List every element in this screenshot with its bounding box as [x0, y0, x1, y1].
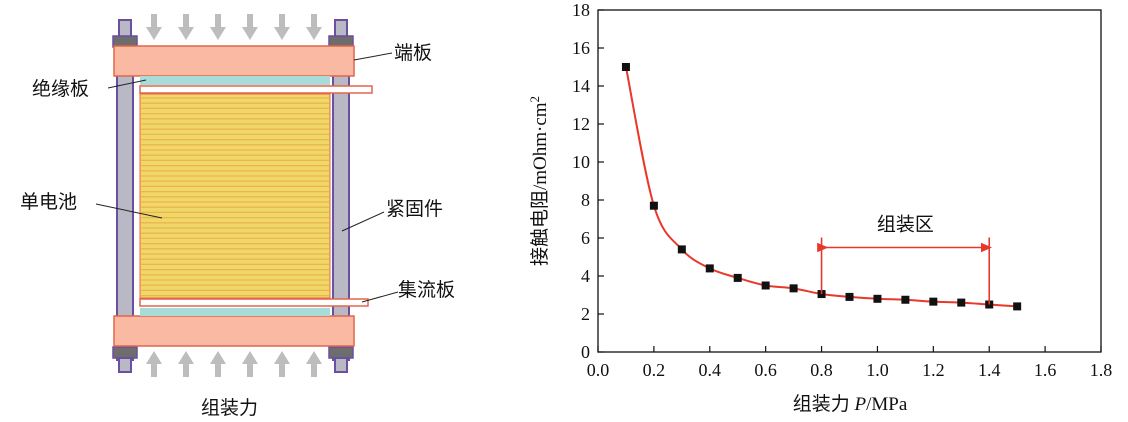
y-axis-title-main: 接触电阻/mOhm·cm — [529, 102, 551, 266]
x-axis-title-unit: /MPa — [866, 394, 908, 415]
assembly-zone-annotation: 组装区 — [817, 214, 993, 305]
bottom-current-collector — [139, 298, 369, 307]
data-point — [873, 294, 882, 303]
data-point — [845, 292, 854, 301]
data-point — [733, 273, 742, 282]
top-insulation-plate — [140, 76, 330, 85]
bolt-bottom-right — [334, 357, 348, 373]
leader-insulation — [107, 79, 147, 89]
x-tick-label: 0.4 — [699, 360, 722, 380]
y-tick-label: 0 — [581, 342, 590, 362]
x-tick-label: 1.2 — [922, 360, 945, 380]
data-point — [705, 264, 714, 273]
x-tick-label: 1.8 — [1090, 360, 1113, 380]
left-fastener-rod — [116, 39, 134, 361]
down-arrow-icon — [274, 14, 290, 40]
label-fastener: 紧固件 — [386, 198, 443, 220]
data-point — [649, 201, 658, 210]
bottom-end-plate — [113, 315, 355, 347]
plot-frame — [597, 9, 1102, 353]
down-arrow-icon — [146, 14, 162, 40]
down-arrow-icon — [178, 14, 194, 40]
label-end-plate: 端板 — [394, 42, 432, 64]
leader-single-cell — [95, 203, 163, 219]
zone-label: 组装区 — [877, 214, 934, 236]
data-point — [621, 63, 630, 71]
x-axis-title: 组装力 P/MPa — [793, 393, 908, 415]
cell-lines — [141, 97, 329, 297]
y-tick-label: 8 — [581, 190, 590, 210]
top-end-plate — [113, 45, 355, 77]
data-point — [929, 297, 938, 306]
x-tick-label: 1.4 — [978, 360, 1001, 380]
y-tick-label: 6 — [581, 228, 590, 248]
label-current-collector: 集流板 — [398, 279, 455, 301]
y-axis-title-sup: 2 — [527, 96, 542, 103]
leader-end-plate — [353, 52, 393, 61]
up-arrow-icon — [306, 351, 322, 377]
down-arrow-icon — [210, 14, 226, 40]
down-arrow-icon — [242, 14, 258, 40]
x-ticks: 0.0 0.2 0.4 0.6 0.8 1.0 1.2 1.4 1.6 1.8 — [587, 346, 1113, 380]
data-point — [789, 284, 798, 293]
data-point — [761, 281, 770, 290]
top-force-arrows — [146, 14, 322, 40]
data-point — [677, 245, 686, 254]
y-tick-label: 16 — [572, 38, 590, 58]
up-arrow-icon — [210, 351, 226, 377]
x-tick-label: 0.2 — [643, 360, 666, 380]
y-axis-title: 接触电阻/mOhm·cm2 — [527, 96, 552, 266]
y-tick-label: 2 — [581, 304, 590, 324]
nut-bottom-left — [112, 346, 138, 359]
contact-resistance-chart: 0.0 0.2 0.4 0.6 0.8 1.0 1.2 1.4 1.6 1.8 0 2 4 6 8 10 12… — [527, 0, 1113, 415]
x-tick-label: 0.0 — [587, 360, 610, 380]
x-axis-title-prefix: 组装力 — [793, 393, 855, 415]
label-assembly-force: 组装力 — [201, 397, 258, 419]
x-tick-label: 0.8 — [810, 360, 833, 380]
x-tick-label: 1.0 — [866, 360, 889, 380]
up-arrow-icon — [146, 351, 162, 377]
y-tick-label: 18 — [572, 0, 590, 20]
data-point — [901, 295, 910, 304]
data-point — [1013, 302, 1022, 311]
y-tick-label: 12 — [572, 114, 590, 134]
y-tick-label: 14 — [572, 76, 590, 96]
data-point — [957, 298, 966, 307]
y-ticks: 0 2 4 6 8 10 12 14 16 18 — [572, 0, 604, 362]
nut-bottom-right — [328, 346, 354, 359]
up-arrow-icon — [242, 351, 258, 377]
label-single-cell: 单电池 — [20, 191, 77, 213]
top-current-collector — [139, 85, 373, 94]
down-arrow-icon — [306, 14, 322, 40]
x-tick-label: 1.6 — [1034, 360, 1057, 380]
stack-diagram: 端板 绝缘板 单电池 紧固件 集流板 组装力 — [20, 14, 455, 419]
bolt-bottom-left — [118, 357, 132, 373]
y-tick-label: 4 — [581, 266, 590, 286]
leader-collector — [361, 291, 399, 303]
label-insulation-plate: 绝缘板 — [32, 78, 89, 100]
bottom-insulation-plate — [140, 308, 330, 316]
up-arrow-icon — [274, 351, 290, 377]
x-axis-title-var: P — [853, 394, 866, 415]
leader-fastener — [341, 211, 385, 232]
bottom-force-arrows — [146, 351, 322, 377]
y-tick-label: 10 — [572, 152, 590, 172]
x-tick-label: 0.6 — [754, 360, 777, 380]
up-arrow-icon — [178, 351, 194, 377]
